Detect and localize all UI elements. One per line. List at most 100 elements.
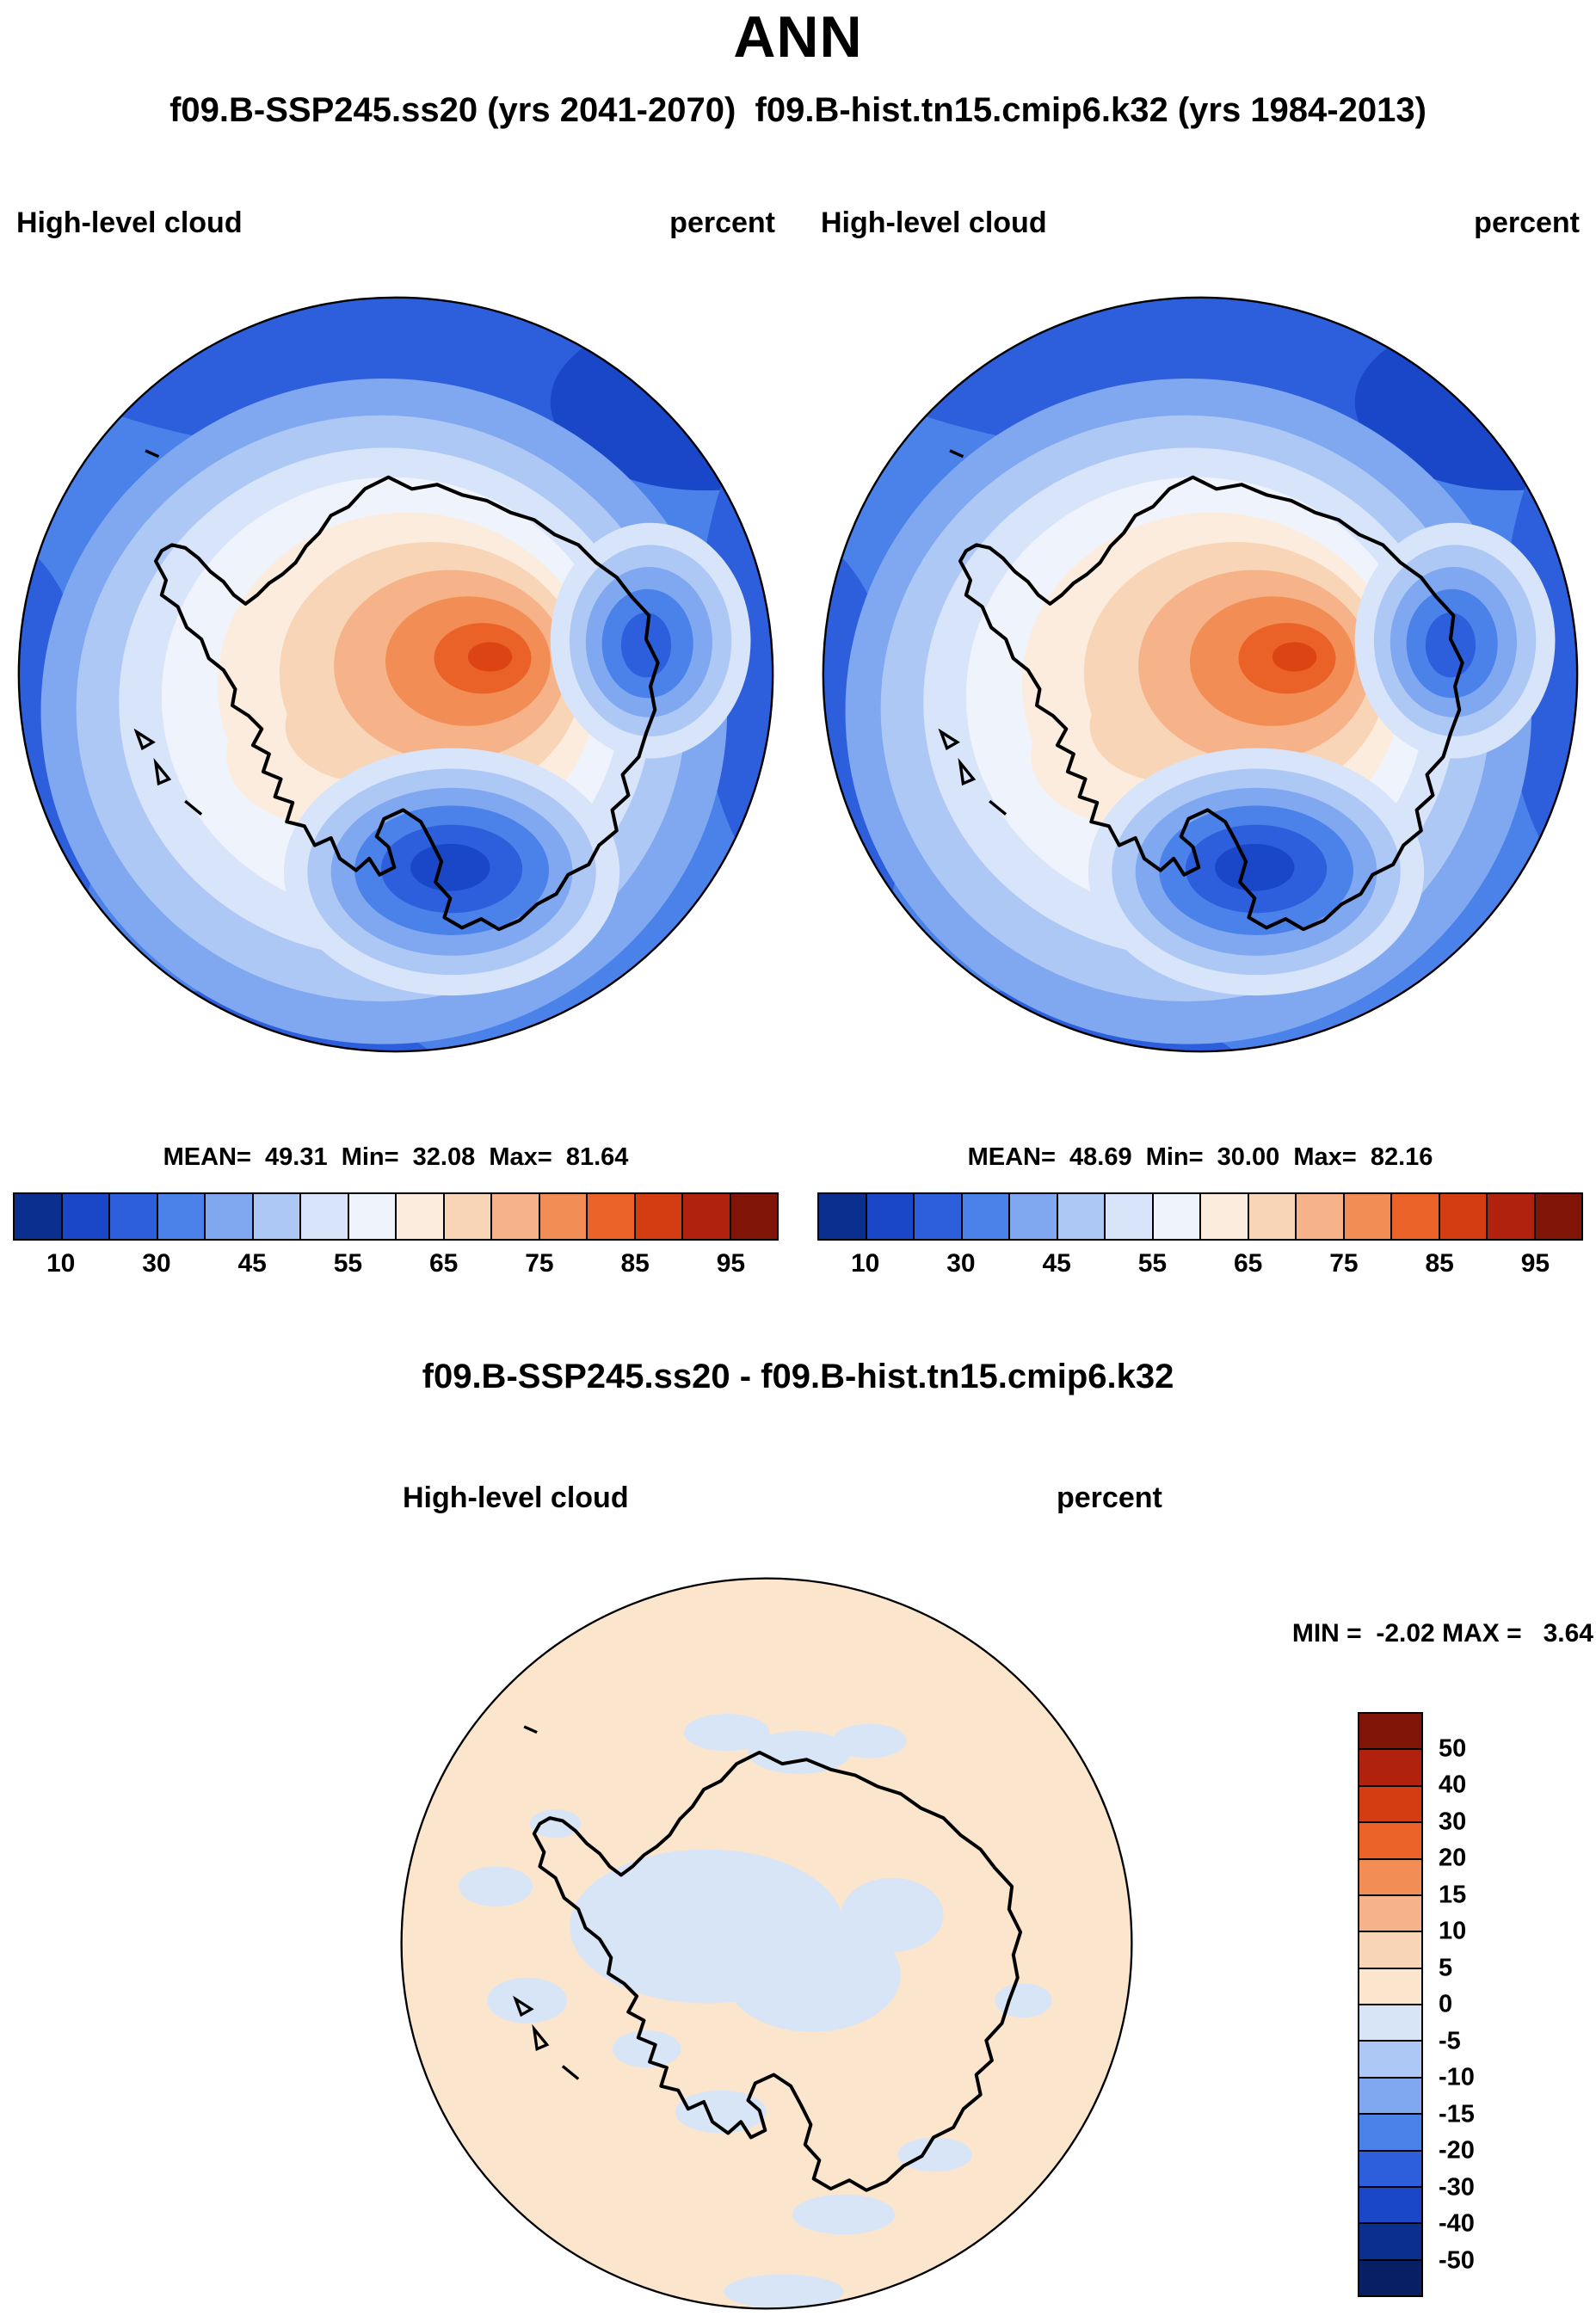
colorbar-cell [915, 1194, 963, 1239]
colorbar-cell [444, 1194, 492, 1239]
diff-colorbar-tick-label: 30 [1439, 1808, 1467, 1835]
difference-variable-label: High-level cloud [403, 1481, 629, 1514]
colorbar-cell [1359, 2151, 1421, 2188]
colorbar-cell [1359, 1823, 1421, 1860]
colorbar-cell [1359, 1895, 1421, 1933]
colorbar-cell [157, 1194, 206, 1239]
colorbar-tick-label: 10 [46, 1249, 76, 1278]
colorbar-cell [1359, 1786, 1421, 1824]
colorbar-cell [62, 1194, 110, 1239]
colorbar-cell [1535, 1194, 1581, 1239]
colorbar-cell [1010, 1194, 1058, 1239]
colorbar-cell [397, 1194, 445, 1239]
colorbar-cell [1359, 1750, 1421, 1787]
colorbar-cell [110, 1194, 158, 1239]
colorbar-tick-label: 30 [142, 1249, 171, 1278]
stats-line: MEAN= 49.31 Min= 32.08 Max= 81.64 [163, 1143, 629, 1171]
stats-line: MEAN= 48.69 Min= 30.00 Max= 82.16 [967, 1143, 1433, 1171]
colorbar-tick-label: 95 [716, 1249, 746, 1278]
units-label: percent [669, 206, 775, 239]
diff-colorbar-tick-label: 40 [1439, 1771, 1467, 1799]
colorbar-cell [1344, 1194, 1392, 1239]
colorbar-cell [1297, 1194, 1345, 1239]
panel-case2: High-level cloud percent MEAN= 48.69 Min… [817, 206, 1583, 1278]
colorbar-cell [1057, 1194, 1106, 1239]
colorbar-tick-label: 10 [850, 1249, 880, 1278]
colorbar-cell [492, 1194, 540, 1239]
colorbar-cell [683, 1194, 731, 1239]
diff-colorbar-tick-label: 5 [1439, 1954, 1453, 1981]
colorbar-tick-label: 85 [620, 1249, 650, 1278]
colorbar-cell [1359, 2005, 1421, 2042]
colorbar-ticks: 10 30 45 55 65 75 85 95 [13, 1249, 779, 1278]
case-subtitle: f09.B-SSP245.ss20 (yrs 2041-2070) f09.B-… [169, 91, 1427, 129]
difference-minmax: MIN = -2.02 MAX = 3.64 [1291, 1619, 1593, 1648]
colorbar-cell [1359, 2115, 1421, 2152]
colorbar-cell [1359, 1859, 1421, 1896]
colorbar-cell [1359, 2187, 1421, 2225]
colorbar-cell [539, 1194, 588, 1239]
colorbar-tick-label: 75 [1329, 1249, 1359, 1278]
colorbar-cell [1106, 1194, 1154, 1239]
colorbar-cell [15, 1194, 63, 1239]
colorbar-cell [1488, 1194, 1536, 1239]
colorbar-tick-label: 75 [525, 1249, 554, 1278]
colorbar-cell [1359, 2260, 1421, 2295]
units-label: percent [1474, 206, 1580, 239]
colorbar-cell [1201, 1194, 1249, 1239]
colorbar-cell [730, 1194, 777, 1239]
diff-colorbar-tick-label: -10 [1439, 2063, 1475, 2091]
colorbar [13, 1192, 779, 1241]
colorbar-cell [1359, 2042, 1421, 2079]
diff-colorbar-tick-label: 0 [1439, 1990, 1453, 2018]
antarctica-cloud-map-case1 [13, 292, 779, 1057]
diff-colorbar-tick-label: -40 [1439, 2209, 1475, 2238]
colorbar-cell [588, 1194, 636, 1239]
colorbar-cell [1248, 1194, 1297, 1239]
colorbar-cell [301, 1194, 349, 1239]
colorbar-tick-label: 85 [1425, 1249, 1454, 1278]
difference-colorbar [1358, 1712, 1423, 2297]
antarctica-difference-map [396, 1573, 1137, 2314]
variable-label: High-level cloud [16, 206, 243, 239]
diff-colorbar-tick-label: 20 [1439, 1844, 1467, 1872]
colorbar-cell [1359, 1932, 1421, 1969]
antarctica-cloud-map-case2 [817, 292, 1583, 1057]
colorbar-cell [1359, 1968, 1421, 2005]
difference-title: f09.B-SSP245.ss20 - f09.B-hist.tn15.cmip… [422, 1358, 1174, 1395]
diff-colorbar-tick-label: -30 [1439, 2173, 1475, 2201]
variable-label: High-level cloud [821, 206, 1047, 239]
diff-colorbar-tick-label: -5 [1439, 2027, 1461, 2054]
colorbar [817, 1192, 1583, 1241]
page-title: ANN [733, 4, 863, 70]
colorbar-cell [253, 1194, 301, 1239]
diff-colorbar-tick-label: 50 [1439, 1734, 1467, 1762]
colorbar-tick-label: 30 [946, 1249, 976, 1278]
diff-colorbar-tick-label: -15 [1439, 2100, 1475, 2128]
colorbar-cell [206, 1194, 254, 1239]
diff-colorbar-tick-label: 15 [1439, 1881, 1467, 1908]
colorbar-tick-label: 55 [333, 1249, 363, 1278]
colorbar-cell [1392, 1194, 1440, 1239]
difference-colorbar-wrap: 50 40 30 20 15 10 5 0 -5 -10 -15 -20 -30 -40 -50 [1358, 1712, 1590, 2297]
colorbar-cell [819, 1194, 867, 1239]
colorbar-cell [1359, 2224, 1421, 2261]
colorbar-tick-label: 45 [1042, 1249, 1071, 1278]
colorbar-tick-label: 65 [1233, 1249, 1263, 1278]
colorbar-tick-label: 95 [1520, 1249, 1550, 1278]
colorbar-tick-label: 55 [1137, 1249, 1168, 1278]
colorbar-cell [1359, 1714, 1421, 1751]
colorbar-ticks: 10 30 45 55 65 75 85 95 [817, 1249, 1583, 1278]
panel-case1: High-level cloud percent MEAN= 49.31 Min… [13, 206, 779, 1278]
colorbar-cell [635, 1194, 683, 1239]
colorbar-cell [1439, 1194, 1488, 1239]
colorbar-cell [866, 1194, 915, 1239]
diff-colorbar-tick-label: -20 [1439, 2136, 1475, 2165]
colorbar-cell [1359, 2078, 1421, 2116]
colorbar-cell [1153, 1194, 1201, 1239]
colorbar-cell [348, 1194, 397, 1239]
diff-colorbar-tick-label: -50 [1439, 2246, 1475, 2274]
colorbar-tick-label: 65 [428, 1249, 459, 1278]
diff-colorbar-tick-label: 10 [1439, 1917, 1467, 1945]
colorbar-tick-label: 45 [237, 1249, 267, 1278]
